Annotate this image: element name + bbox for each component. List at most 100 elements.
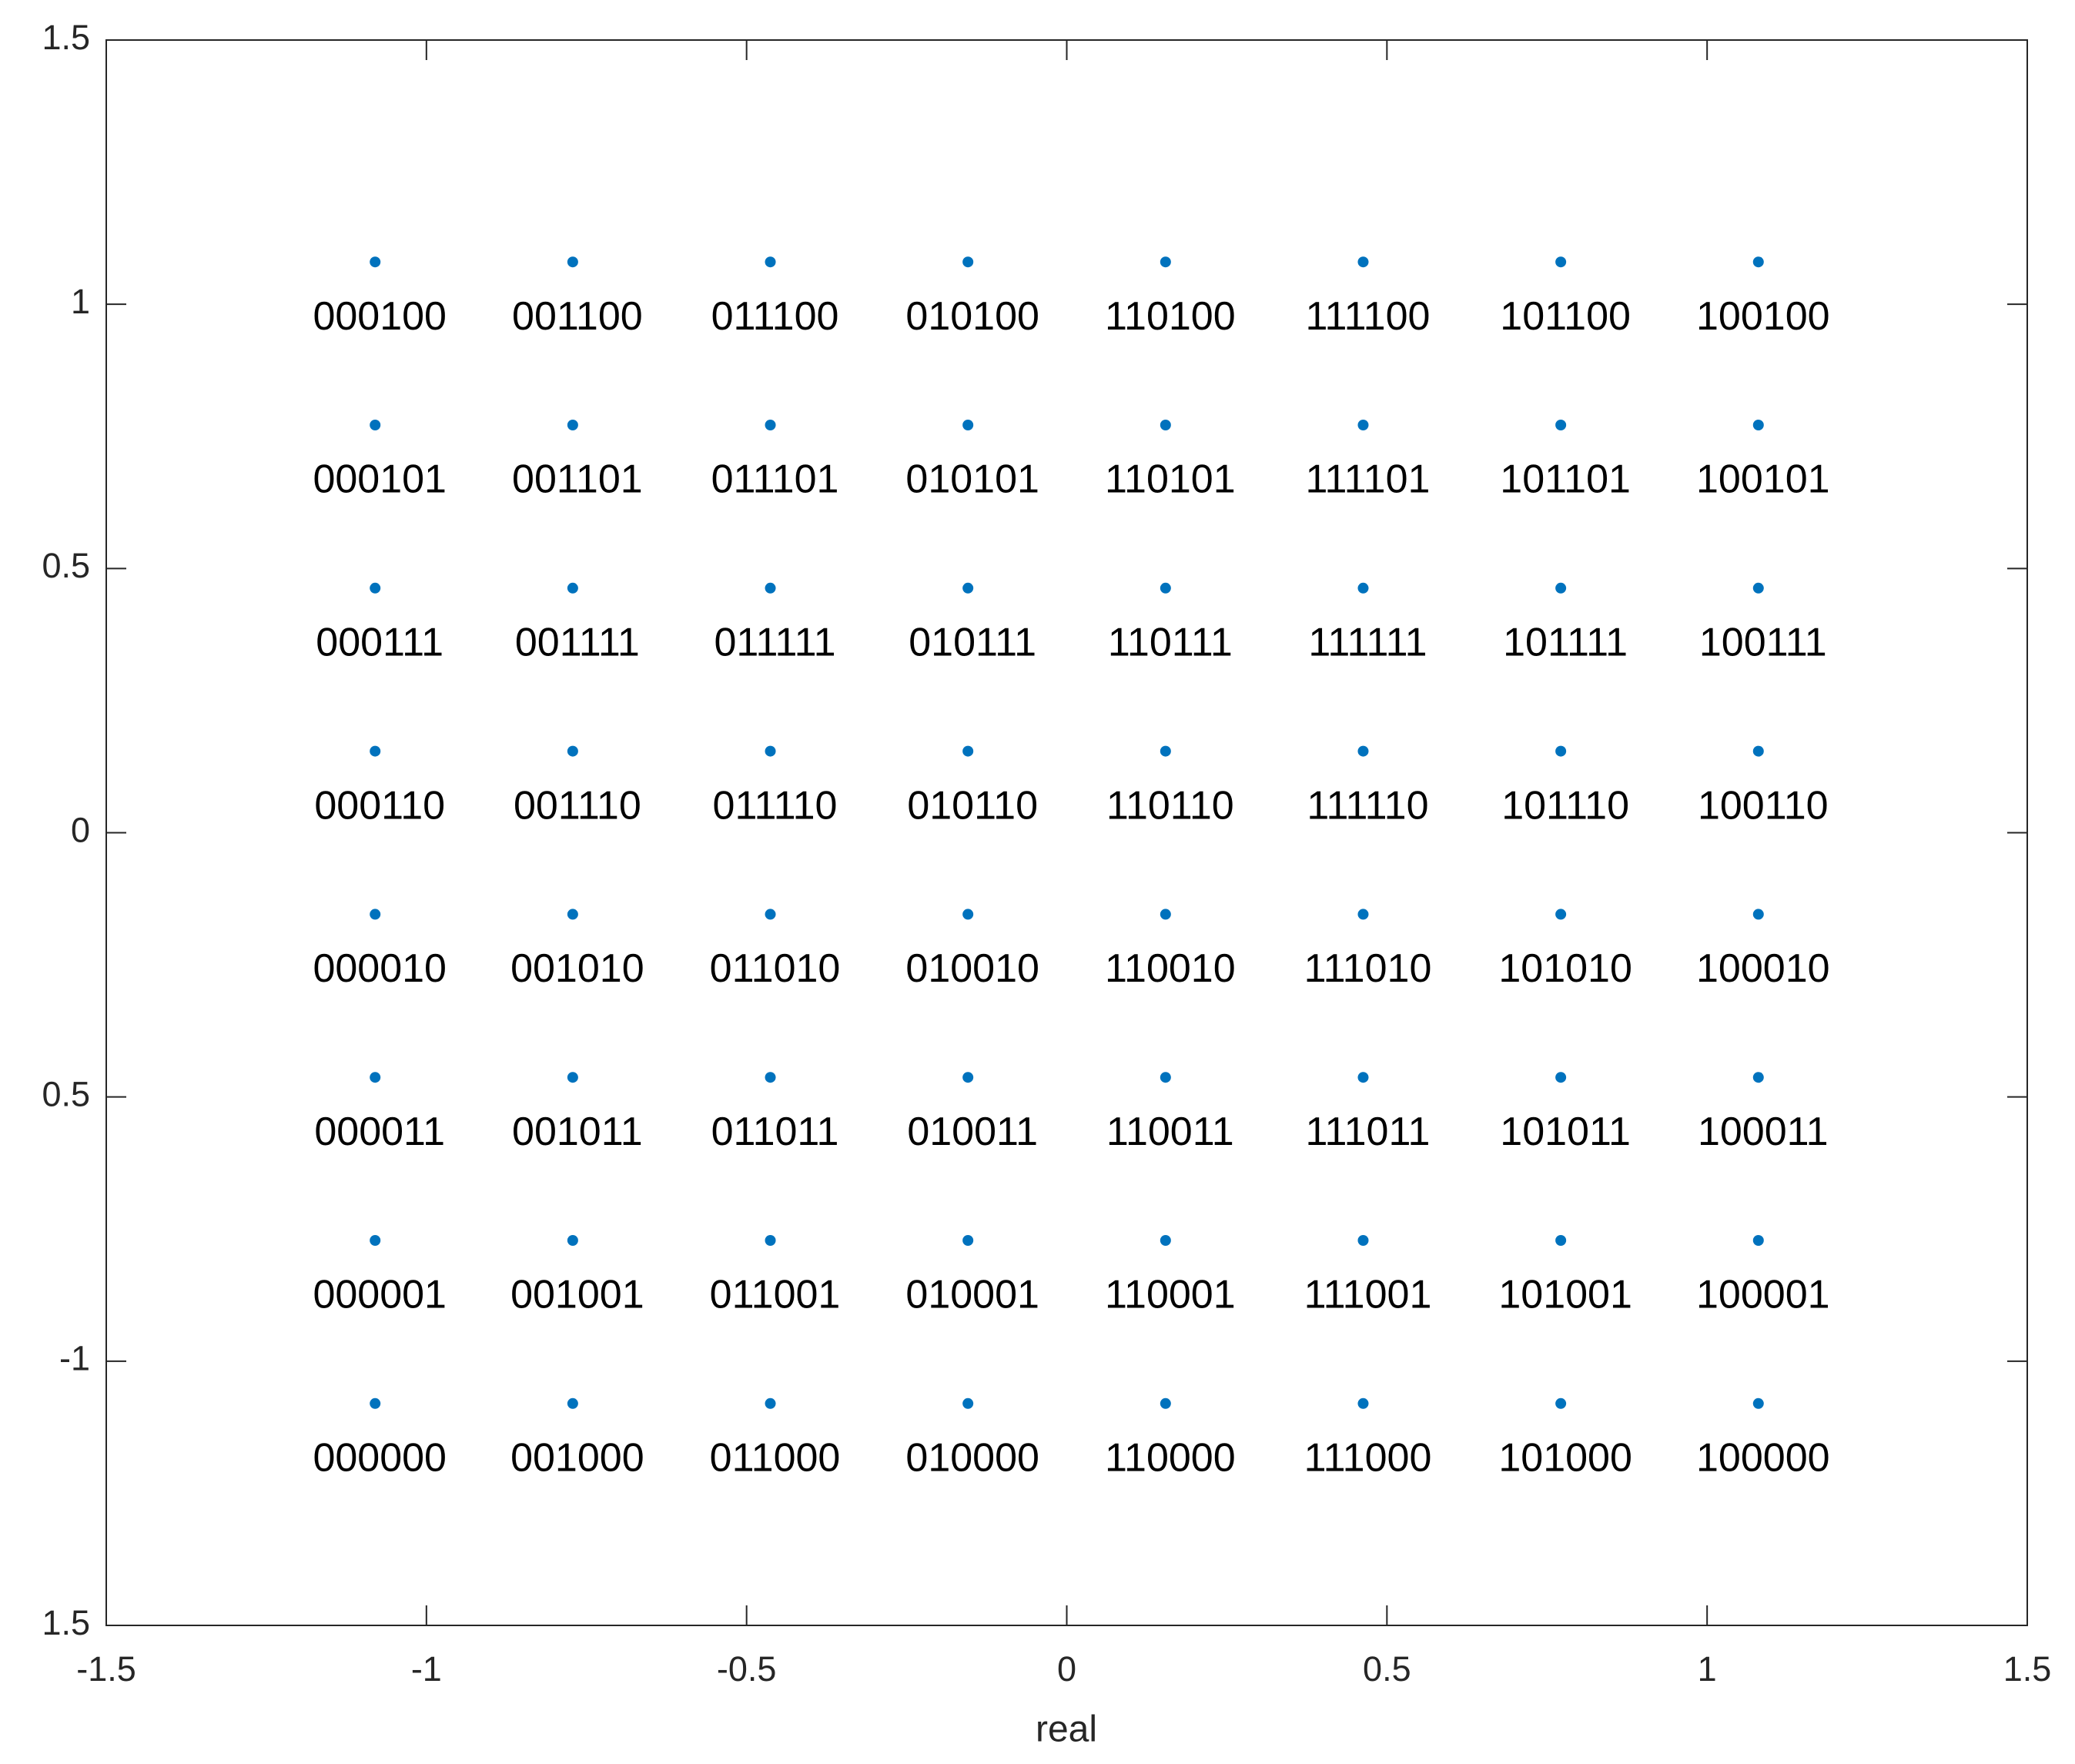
point-label: 100100 — [1696, 294, 1830, 339]
point — [1752, 582, 1764, 594]
point — [370, 256, 381, 268]
point-label: 100110 — [1698, 783, 1829, 828]
point — [567, 256, 578, 268]
point — [962, 1072, 974, 1083]
point — [1160, 909, 1171, 920]
point-label: 001110 — [514, 783, 641, 828]
point-label: 011011 — [711, 1110, 839, 1154]
point-label: 010110 — [907, 783, 1038, 828]
point-label: 010101 — [905, 457, 1039, 502]
point — [1752, 1235, 1764, 1247]
point-label: 100000 — [1696, 1436, 1830, 1481]
y-tick-label: -1 — [59, 1339, 90, 1378]
point-label: 110010 — [1105, 946, 1236, 991]
point-label: 001100 — [512, 294, 643, 339]
point-label: 011010 — [710, 946, 841, 991]
point — [1555, 256, 1567, 268]
point — [765, 582, 776, 594]
point — [765, 909, 776, 920]
point-label: 110101 — [1105, 457, 1236, 502]
point-label: 010011 — [907, 1110, 1038, 1154]
point — [1555, 1397, 1567, 1409]
point-label: 111001 — [1304, 1273, 1432, 1317]
point-label: 001001 — [510, 1273, 644, 1317]
point-label: 100001 — [1696, 1273, 1830, 1317]
point-label: 001111 — [515, 621, 640, 665]
point-label: 010111 — [909, 621, 1036, 665]
point-label: 111010 — [1304, 946, 1432, 991]
point-label: 000101 — [313, 457, 447, 502]
x-axis-label: real — [1036, 1709, 1097, 1750]
point — [962, 582, 974, 594]
point — [567, 1072, 578, 1083]
x-tick-label: -1.5 — [76, 1649, 136, 1689]
point — [962, 419, 974, 430]
point — [1752, 1072, 1764, 1083]
point — [370, 1397, 381, 1409]
x-tick-label: -0.5 — [717, 1649, 777, 1689]
point-label: 110000 — [1105, 1436, 1236, 1481]
point — [370, 1235, 381, 1247]
point-label: 001000 — [510, 1436, 644, 1481]
point-label: 000100 — [313, 294, 447, 339]
point-label: 011001 — [710, 1273, 841, 1317]
point — [765, 419, 776, 430]
point-label: 000110 — [314, 783, 445, 828]
x-tick-label: 1.5 — [2003, 1649, 2052, 1689]
point — [1357, 419, 1369, 430]
point — [1357, 1235, 1369, 1247]
point — [567, 909, 578, 920]
point — [1555, 909, 1567, 920]
point-label: 111110 — [1307, 783, 1428, 828]
x-tick-label: 0 — [1057, 1649, 1076, 1689]
point-label: 000001 — [313, 1273, 447, 1317]
point — [1752, 745, 1764, 757]
point — [765, 1397, 776, 1409]
point-label: 010100 — [905, 294, 1039, 339]
point-label: 001101 — [512, 457, 643, 502]
x-tick-label: -1 — [411, 1649, 442, 1689]
point — [962, 909, 974, 920]
x-tick-label: 1 — [1698, 1649, 1717, 1689]
point-label: 110100 — [1105, 294, 1236, 339]
point-label: 011101 — [711, 457, 839, 502]
point-label: 011100 — [711, 294, 839, 339]
point — [1160, 419, 1171, 430]
y-tick-label: 1.5 — [42, 1603, 90, 1642]
point-label: 111101 — [1306, 457, 1431, 502]
point-label: 100111 — [1699, 621, 1827, 665]
point-label: 100011 — [1698, 1110, 1829, 1154]
y-tick-label: 0 — [71, 810, 90, 849]
point-label: 111000 — [1304, 1436, 1432, 1481]
point — [567, 1397, 578, 1409]
point — [370, 582, 381, 594]
point-label: 101011 — [1500, 1110, 1631, 1154]
point — [1752, 419, 1764, 430]
point-label: 110011 — [1106, 1110, 1234, 1154]
point-label: 101001 — [1498, 1273, 1632, 1317]
point-label: 011111 — [714, 621, 835, 665]
y-tick-label: 1.5 — [42, 18, 90, 57]
point — [1357, 909, 1369, 920]
point — [1357, 1072, 1369, 1083]
y-tick-label: 0.5 — [42, 1075, 90, 1114]
point-label: 110001 — [1105, 1273, 1236, 1317]
point — [1752, 1397, 1764, 1409]
point-label: 000111 — [316, 621, 443, 665]
y-tick-label: 0.5 — [42, 546, 90, 585]
point-label: 100010 — [1696, 946, 1830, 991]
point-label: 110110 — [1106, 783, 1234, 828]
point — [1160, 582, 1171, 594]
point — [765, 256, 776, 268]
point-label: 101111 — [1503, 621, 1628, 665]
point — [765, 745, 776, 757]
point-label: 111011 — [1306, 1110, 1431, 1154]
point-label: 101000 — [1498, 1436, 1632, 1481]
point — [1555, 419, 1567, 430]
point — [370, 419, 381, 430]
point-label: 111100 — [1306, 294, 1431, 339]
plot-frame — [105, 39, 2028, 1626]
point — [1160, 256, 1171, 268]
point — [567, 582, 578, 594]
